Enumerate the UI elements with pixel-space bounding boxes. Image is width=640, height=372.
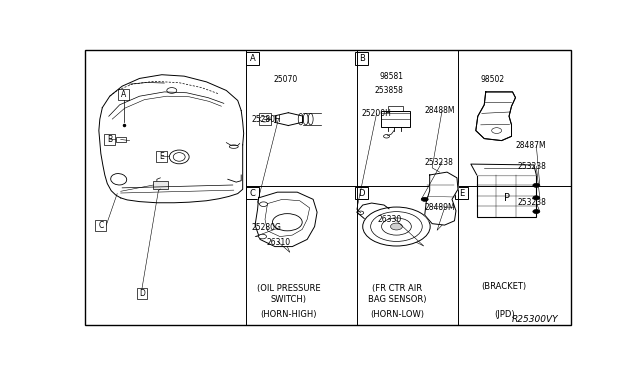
- Circle shape: [533, 196, 540, 200]
- Polygon shape: [255, 192, 317, 247]
- Text: E: E: [460, 189, 465, 198]
- Bar: [456, 187, 468, 199]
- Bar: [259, 113, 271, 125]
- Text: R25300VY: R25300VY: [512, 315, 559, 324]
- Text: 98581: 98581: [380, 72, 403, 81]
- Circle shape: [383, 135, 390, 138]
- Polygon shape: [476, 92, 515, 141]
- Bar: [381, 111, 410, 127]
- Polygon shape: [471, 164, 536, 175]
- Ellipse shape: [169, 150, 189, 164]
- Circle shape: [533, 183, 540, 187]
- Circle shape: [363, 207, 430, 246]
- Text: B: B: [107, 135, 113, 144]
- Bar: [154, 181, 168, 189]
- Polygon shape: [425, 172, 458, 225]
- Bar: [104, 134, 115, 145]
- Bar: [355, 52, 368, 65]
- Text: 25200H: 25200H: [362, 109, 392, 118]
- Text: 253238: 253238: [425, 158, 454, 167]
- Text: (JPD): (JPD): [494, 310, 515, 319]
- Text: C: C: [250, 189, 255, 198]
- Bar: [477, 175, 536, 217]
- Text: C: C: [98, 221, 104, 230]
- Bar: [355, 187, 368, 199]
- Text: 253238: 253238: [517, 198, 547, 207]
- Text: P: P: [504, 193, 509, 203]
- Text: 25280G: 25280G: [251, 224, 281, 232]
- Text: (FR CTR AIR
BAG SENSOR): (FR CTR AIR BAG SENSOR): [368, 284, 427, 304]
- Bar: [156, 151, 167, 162]
- Text: 28488M: 28488M: [425, 106, 455, 115]
- Bar: [388, 106, 403, 111]
- Bar: [136, 288, 147, 299]
- Text: 26330: 26330: [378, 215, 402, 224]
- Text: (HORN-HIGH): (HORN-HIGH): [260, 310, 317, 319]
- Text: 28489M: 28489M: [425, 203, 455, 212]
- Circle shape: [358, 211, 364, 215]
- Text: 25070: 25070: [274, 74, 298, 83]
- Text: B: B: [359, 54, 365, 63]
- Text: (HORN-LOW): (HORN-LOW): [371, 310, 424, 319]
- Circle shape: [259, 234, 266, 239]
- Bar: [116, 137, 125, 142]
- Text: D: D: [358, 189, 365, 198]
- Text: 25280H: 25280H: [251, 115, 281, 124]
- Text: A: A: [121, 90, 126, 99]
- Bar: [118, 89, 129, 100]
- Text: 253858: 253858: [374, 86, 403, 95]
- Text: 98502: 98502: [481, 75, 505, 84]
- Circle shape: [390, 223, 403, 230]
- Text: 26310: 26310: [266, 238, 291, 247]
- Text: 28487M: 28487M: [516, 141, 547, 150]
- Circle shape: [421, 197, 428, 201]
- Bar: [246, 52, 259, 65]
- Bar: [95, 219, 106, 231]
- Text: A: A: [250, 54, 255, 63]
- Text: 253238: 253238: [517, 162, 547, 171]
- Bar: [246, 187, 259, 199]
- Text: D: D: [139, 289, 145, 298]
- Circle shape: [260, 202, 268, 206]
- Text: E: E: [159, 152, 164, 161]
- Circle shape: [533, 209, 540, 214]
- Text: (BRACKET): (BRACKET): [481, 282, 527, 291]
- Text: (OIL PRESSURE
SWITCH): (OIL PRESSURE SWITCH): [257, 284, 320, 304]
